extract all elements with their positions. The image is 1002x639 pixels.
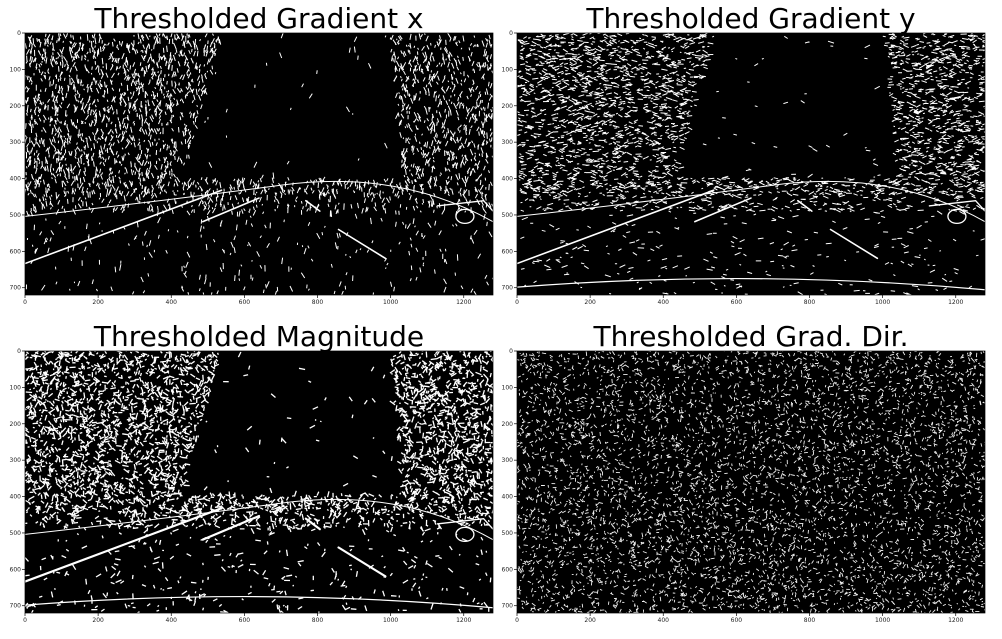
x-tick-label: 200 [92,299,104,306]
y-tick-label: 500 [502,212,514,219]
y-tick-label: 200 [502,103,514,110]
x-tick-label: 1000 [383,299,398,306]
panel-grad-x: Thresholded Gradient x 0 200 400 600 800 1000… [0,0,505,307]
x-tick-label: 400 [166,299,178,306]
x-tick-label: 400 [166,617,178,624]
lane-lines [25,180,493,265]
y-tick-label: 700 [502,285,514,292]
y-tick-label: 600 [502,566,514,573]
x-tick-label: 1000 [875,299,890,306]
y-tick-label: 300 [502,457,514,464]
x-tick-label: 1200 [948,299,963,306]
x-tick-label: 400 [658,299,670,306]
x-tick-label: 0 [23,617,27,624]
x-tick-label: 200 [584,299,596,306]
y-tick-label: 600 [502,248,514,255]
x-tick-label: 200 [584,617,596,624]
y-tick-label: 500 [10,530,22,537]
x-tick-label: 800 [312,299,324,306]
x-tick-label: 400 [658,617,670,624]
y-tick-label: 100 [502,66,514,73]
y-tick-label: 300 [10,457,22,464]
panel-title: Thresholded Gradient y [586,2,916,35]
x-tick-label: 0 [515,617,519,624]
y-tick-label: 400 [10,494,22,501]
axes-frame [516,350,986,614]
panel-magnitude: Thresholded Magnitude 0 200 400 600 800 1000 1… [0,318,505,625]
y-tick-label: 200 [10,103,22,110]
y-tick-label: 500 [502,530,514,537]
x-tick-label: 0 [23,299,27,306]
edge-pixels [25,351,493,613]
y-tick-label: 400 [502,494,514,501]
y-tick-label: 0 [509,348,513,355]
lane-lines [517,180,985,291]
edge-image-grad-x: 0 200 400 600 800 1000 1200 0 100 200 300 400 500 600… [10,30,494,306]
edge-image-magnitude: 0 200 400 600 800 1000 1200 0 100 200 300 400 500 600… [10,348,494,624]
y-tick-label: 700 [10,285,22,292]
x-tick-label: 1200 [456,617,471,624]
x-tick-label: 800 [312,617,324,624]
car-outline [436,199,493,225]
x-tick-label: 1200 [948,617,963,624]
y-tick-label: 400 [10,176,22,183]
car-outline [436,517,493,543]
edge-image-grad-y: 0 200 400 600 800 1000 1200 0 100 200 300 400 500 600… [502,30,986,306]
y-tick-label: 200 [502,421,514,428]
y-tick-label: 700 [10,603,22,610]
y-tick-label: 600 [10,566,22,573]
image-background [25,351,493,613]
panel-grad-y: Thresholded Gradient y 0 200 400 600 800 1000… [492,0,997,307]
y-tick-label: 0 [17,30,21,37]
car-outline [928,199,985,225]
y-tick-label: 700 [502,603,514,610]
x-tick-label: 600 [731,299,743,306]
y-tick-label: 300 [502,139,514,146]
image-background [517,33,985,295]
y-tick-label: 300 [10,139,22,146]
y-tick-label: 0 [17,348,21,355]
x-tick-label: 600 [731,617,743,624]
panel-title: Thresholded Grad. Dir. [593,320,909,353]
y-tick-label: 100 [10,66,22,73]
y-tick-label: 500 [10,212,22,219]
x-tick-label: 800 [804,617,816,624]
y-tick-label: 100 [502,384,514,391]
panel-title: Thresholded Magnitude [93,320,425,353]
edge-pixels [517,351,985,613]
edge-pixels [517,33,985,295]
axes-frame [24,32,494,296]
y-tick-label: 100 [10,384,22,391]
x-tick-label: 1000 [875,617,890,624]
image-background [517,351,985,613]
panel-grad-dir: Thresholded Grad. Dir. 0 200 400 600 800 1000… [492,318,997,625]
y-tick-label: 600 [10,248,22,255]
y-tick-label: 0 [509,30,513,37]
panel-title: Thresholded Gradient x [94,2,424,35]
x-tick-label: 1000 [383,617,398,624]
x-tick-label: 800 [804,299,816,306]
axes-frame [516,32,986,296]
x-tick-label: 600 [239,617,251,624]
edge-pixels [25,33,493,295]
edge-image-grad-dir: 0 200 400 600 800 1000 1200 0 100 200 300 400 500 600… [502,348,986,624]
lane-lines [25,498,493,609]
x-tick-label: 600 [239,299,251,306]
x-tick-label: 200 [92,617,104,624]
x-tick-label: 0 [515,299,519,306]
axes-frame [24,350,494,614]
x-tick-label: 1200 [456,299,471,306]
y-tick-label: 200 [10,421,22,428]
y-tick-label: 400 [502,176,514,183]
